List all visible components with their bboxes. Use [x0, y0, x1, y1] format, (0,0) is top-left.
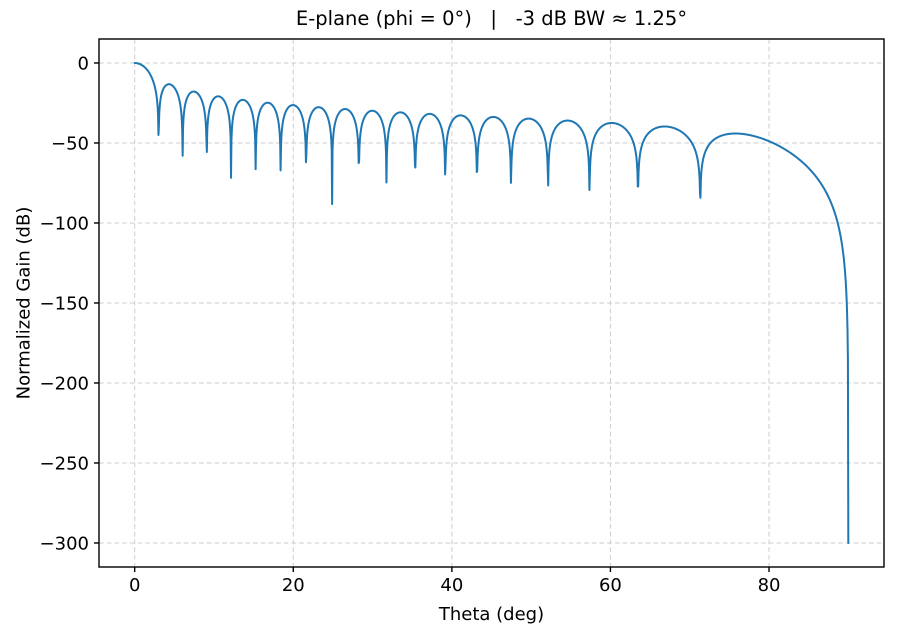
y-tick-label: −200 — [40, 374, 89, 395]
y-tick-label: −300 — [40, 534, 89, 555]
chart-title: E-plane (phi = 0°) | -3 dB BW ≈ 1.25° — [295, 7, 688, 30]
gain-curve — [133, 62, 850, 544]
y-tick-label: −150 — [40, 294, 89, 315]
x-tick-label: 20 — [282, 575, 305, 596]
y-tick-label: −250 — [40, 454, 89, 475]
x-tick-label: 40 — [440, 575, 463, 596]
x-tick-label: 80 — [758, 575, 781, 596]
grid-lines — [99, 39, 884, 567]
y-axis-label: Normalized Gain (dB) — [13, 206, 35, 400]
y-tick-label: −50 — [51, 134, 89, 155]
y-tick-label: −100 — [40, 214, 89, 235]
x-tick-label: 60 — [599, 575, 622, 596]
axes: 0 20 40 60 80 0 −50 −100 −150 −200 −250 −300 — [40, 38, 885, 596]
x-axis-label: Theta (deg) — [438, 604, 545, 625]
x-tick-label: 0 — [129, 575, 140, 596]
y-tick-label: 0 — [78, 54, 89, 75]
